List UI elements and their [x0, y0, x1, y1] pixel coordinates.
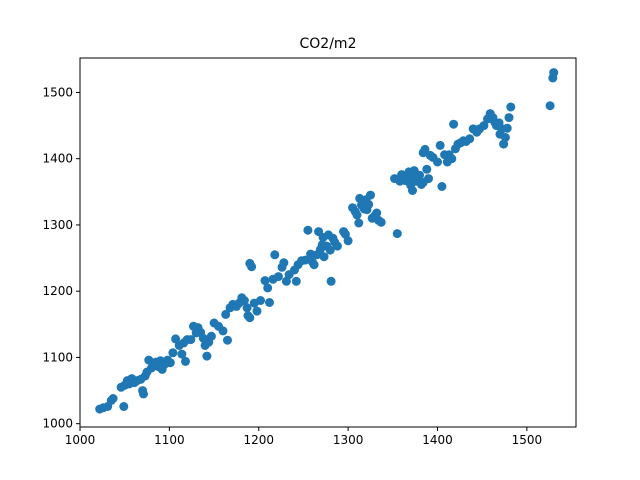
data-point	[479, 121, 489, 131]
x-tick-label: 1100	[154, 433, 185, 447]
data-point	[206, 331, 216, 341]
data-point	[433, 157, 442, 167]
data-point	[309, 260, 319, 270]
x-tick-label: 1000	[65, 433, 96, 447]
data-point	[415, 170, 425, 180]
chart-title: CO2/m2	[300, 36, 357, 52]
data-point	[422, 164, 432, 174]
data-point	[549, 68, 559, 78]
plot-frame	[79, 57, 577, 428]
data-point	[252, 306, 262, 316]
data-point	[177, 349, 187, 359]
data-point	[376, 217, 386, 227]
data-point	[502, 123, 512, 133]
data-point	[218, 326, 228, 336]
data-point	[504, 113, 514, 123]
data-point	[303, 225, 313, 235]
y-tick-label: 1500	[42, 85, 73, 99]
data-point	[239, 296, 249, 305]
data-point	[447, 154, 457, 164]
data-point	[223, 335, 232, 345]
x-tick-label: 1500	[512, 433, 543, 447]
x-tick-label: 1400	[422, 433, 453, 447]
data-point	[408, 186, 417, 195]
data-point	[449, 119, 459, 129]
y-tick-label: 1100	[42, 350, 73, 364]
data-point	[300, 255, 310, 265]
y-tick-label: 1200	[42, 284, 73, 298]
data-point	[326, 276, 336, 286]
data-point	[221, 309, 231, 319]
data-point	[424, 174, 433, 184]
data-point	[256, 296, 265, 305]
data-point	[171, 334, 181, 344]
data-point	[435, 140, 445, 150]
x-tick-label: 1200	[243, 433, 274, 447]
data-point	[352, 210, 362, 220]
data-point	[265, 298, 274, 307]
data-point	[372, 208, 382, 218]
x-tick-label: 1300	[333, 433, 364, 447]
data-point	[165, 358, 175, 368]
data-point	[319, 252, 329, 262]
data-point	[279, 258, 289, 268]
data-point	[366, 190, 375, 200]
data-point	[181, 356, 190, 366]
data-point	[108, 394, 118, 403]
data-point	[343, 236, 353, 246]
y-axis: 1000 1100 1200 1300 1400 1500	[42, 85, 80, 431]
data-point	[332, 241, 342, 251]
data-point	[119, 402, 129, 411]
data-point	[263, 283, 273, 293]
data-point	[500, 133, 510, 142]
data-point	[260, 276, 270, 286]
data-point	[168, 348, 178, 358]
data-point	[273, 272, 283, 282]
data-point	[242, 303, 252, 313]
data-point	[506, 102, 516, 112]
data-point	[270, 250, 280, 260]
data-point	[245, 313, 255, 323]
data-point	[247, 262, 257, 272]
data-point	[364, 199, 374, 209]
y-tick-label: 1000	[42, 417, 73, 431]
data-point	[202, 351, 212, 361]
data-point	[420, 144, 430, 154]
y-tick-label: 1300	[42, 218, 73, 232]
data-point	[437, 182, 447, 191]
data-point	[465, 134, 475, 144]
data-point	[186, 335, 196, 345]
data-point	[354, 218, 364, 228]
data-point	[139, 389, 148, 399]
x-axis: 1000 1100 1200 1300 1400 1500	[65, 427, 542, 447]
data-point	[325, 245, 335, 255]
points-layer	[95, 68, 559, 414]
data-point	[291, 276, 301, 286]
data-point	[392, 229, 402, 239]
data-point	[545, 101, 555, 111]
y-tick-label: 1400	[42, 152, 73, 166]
